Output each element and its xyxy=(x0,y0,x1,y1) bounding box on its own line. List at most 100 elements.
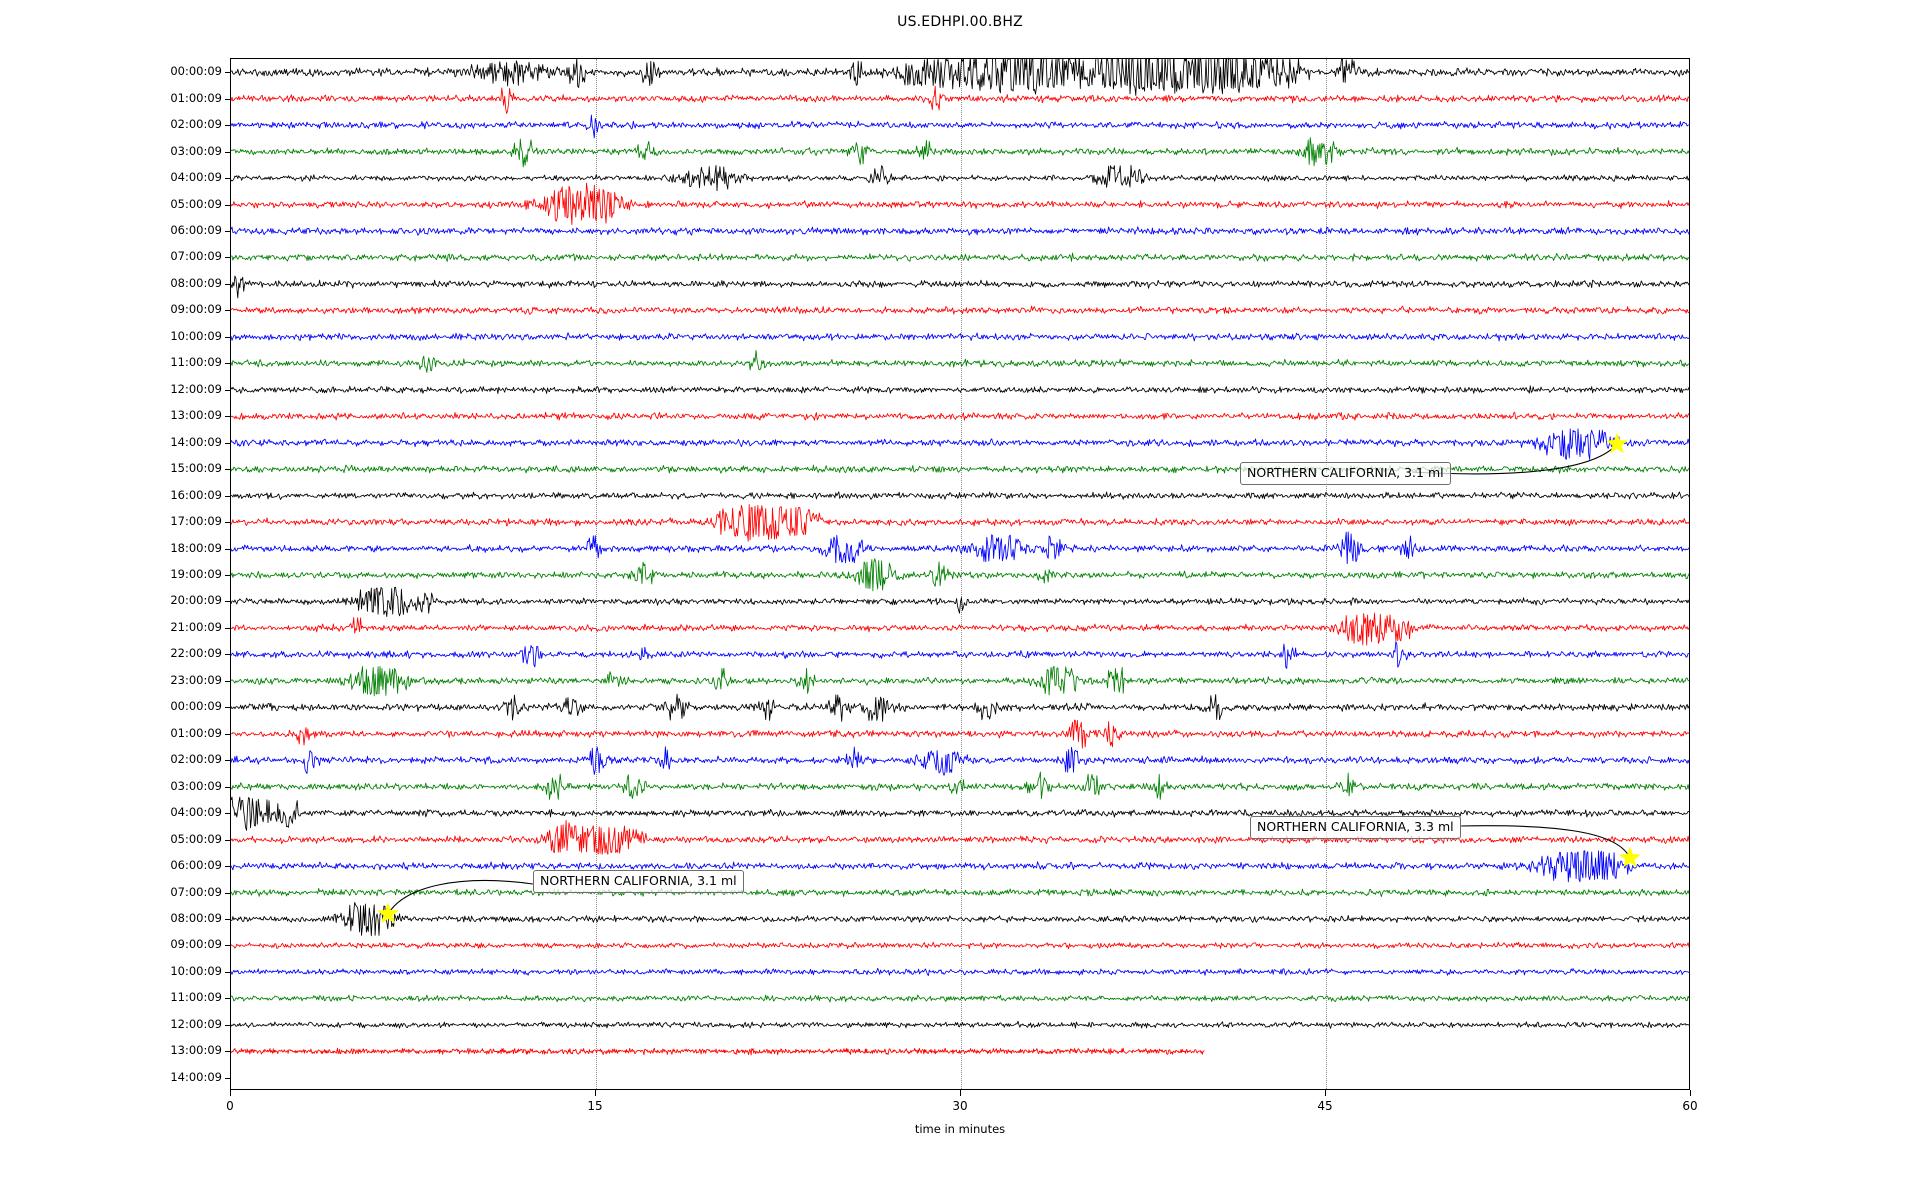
y-axis-tick xyxy=(225,813,231,815)
y-axis-tick xyxy=(225,204,231,206)
y-axis-tick-label: 17:00:09 xyxy=(170,514,222,529)
x-axis-tick-label: 30 xyxy=(952,1099,968,1113)
y-axis-tick xyxy=(225,760,231,762)
y-axis-tick xyxy=(225,866,231,868)
y-axis-tick-label: 11:00:09 xyxy=(170,355,222,370)
y-axis-tick xyxy=(225,389,231,391)
y-axis-tick-label: 07:00:09 xyxy=(170,884,222,899)
y-axis-tick xyxy=(225,416,231,418)
event-star-icon xyxy=(1606,432,1628,454)
event-star-icon xyxy=(377,902,399,924)
y-axis-tick xyxy=(225,786,231,788)
y-axis-tick xyxy=(225,839,231,841)
event-annotation-label[interactable]: NORTHERN CALIFORNIA, 3.1 ml xyxy=(1240,462,1451,485)
y-axis-tick xyxy=(225,363,231,365)
y-axis-tick xyxy=(225,522,231,524)
y-axis-tick-label: 06:00:09 xyxy=(170,858,222,873)
event-annotation-label[interactable]: NORTHERN CALIFORNIA, 3.3 ml xyxy=(1250,816,1461,839)
y-axis-tick xyxy=(225,919,231,920)
y-axis-tick-label: 05:00:09 xyxy=(170,196,222,211)
y-axis-tick xyxy=(225,283,231,285)
y-axis-tick xyxy=(225,72,231,74)
y-axis-tick-label: 09:00:09 xyxy=(170,937,222,952)
y-axis-tick xyxy=(225,1077,231,1079)
y-axis-tick-label: 05:00:09 xyxy=(170,831,222,846)
y-axis-tick-label: 02:00:09 xyxy=(170,752,222,767)
y-axis-tick-label: 20:00:09 xyxy=(170,593,222,608)
y-axis-tick-label: 23:00:09 xyxy=(170,672,222,687)
x-axis-tick xyxy=(230,1090,231,1096)
y-axis-tick-label: 08:00:09 xyxy=(170,275,222,290)
y-axis-tick-label: 21:00:09 xyxy=(170,619,222,634)
event-annotation-label[interactable]: NORTHERN CALIFORNIA, 3.1 ml xyxy=(533,870,744,893)
y-axis-tick xyxy=(225,442,231,444)
y-axis-tick-label: 12:00:09 xyxy=(170,1016,222,1031)
y-axis-tick xyxy=(225,654,231,656)
y-axis-tick xyxy=(225,1051,231,1053)
x-axis-tick-label: 15 xyxy=(587,1099,603,1113)
y-axis-tick xyxy=(225,1024,231,1026)
x-axis-title: time in minutes xyxy=(914,1122,1006,1136)
y-axis-tick xyxy=(225,98,231,100)
y-axis-tick xyxy=(225,310,231,312)
y-axis-tick-label: 10:00:09 xyxy=(170,963,222,978)
y-axis-tick-label: 12:00:09 xyxy=(170,381,222,396)
y-axis-tick xyxy=(225,892,231,894)
event-star-icon xyxy=(1619,846,1641,868)
y-axis-tick-label: 10:00:09 xyxy=(170,328,222,343)
y-axis-tick xyxy=(225,231,231,232)
x-axis-tick-label: 45 xyxy=(1317,1099,1333,1113)
y-axis-tick-label: 08:00:09 xyxy=(170,911,222,925)
y-axis-tick-label: 04:00:09 xyxy=(170,170,222,185)
gridline-15min xyxy=(596,59,597,1089)
y-axis-tick-label: 18:00:09 xyxy=(170,540,222,555)
y-axis-tick xyxy=(225,680,231,682)
y-axis-tick-label: 22:00:09 xyxy=(170,646,222,661)
y-axis-tick xyxy=(225,495,231,497)
y-axis-tick xyxy=(225,469,231,471)
y-axis-tick-label: 04:00:09 xyxy=(170,805,222,820)
y-axis-tick-label: 19:00:09 xyxy=(170,567,222,581)
y-axis-tick-label: 02:00:09 xyxy=(170,117,222,132)
y-axis-tick-label: 00:00:09 xyxy=(170,64,222,79)
y-axis-tick-label: 14:00:09 xyxy=(170,1069,222,1084)
y-axis-tick-label: 03:00:09 xyxy=(170,143,222,158)
y-axis-tick xyxy=(225,733,231,735)
x-axis-tick-label: 0 xyxy=(226,1099,234,1113)
x-axis-tick xyxy=(1325,1090,1326,1096)
y-axis-tick-label: 06:00:09 xyxy=(170,223,222,237)
y-axis-tick xyxy=(225,178,231,180)
y-axis-tick-label: 03:00:09 xyxy=(170,778,222,793)
y-axis-tick-label: 01:00:09 xyxy=(170,725,222,740)
x-axis-tick xyxy=(1690,1090,1691,1096)
x-axis-tick xyxy=(960,1090,961,1096)
y-axis-tick-label: 01:00:09 xyxy=(170,90,222,105)
y-axis-tick xyxy=(225,945,231,947)
y-axis-tick xyxy=(225,998,231,1000)
y-axis-tick-label: 13:00:09 xyxy=(170,408,222,423)
plot-canvas xyxy=(231,59,1689,1089)
y-axis-tick-label: 09:00:09 xyxy=(170,302,222,317)
y-axis-tick xyxy=(225,548,231,550)
y-axis-tick-label: 11:00:09 xyxy=(170,990,222,1005)
y-axis-tick xyxy=(225,601,231,603)
y-axis-tick-label: 00:00:09 xyxy=(170,699,222,714)
y-axis-tick xyxy=(225,125,231,127)
y-axis-tick-label: 14:00:09 xyxy=(170,434,222,449)
plot-axes[interactable] xyxy=(225,58,1690,1090)
page-title: US.EDHPI.00.BHZ xyxy=(897,14,1023,30)
y-axis-tick xyxy=(225,575,231,576)
y-axis-tick xyxy=(225,971,231,973)
y-axis-tick xyxy=(225,627,231,629)
y-axis-tick xyxy=(225,707,231,709)
y-axis-tick-label: 16:00:09 xyxy=(170,487,222,502)
y-axis-tick xyxy=(225,336,231,338)
x-axis-tick xyxy=(595,1090,596,1096)
y-axis-tick xyxy=(225,151,231,153)
y-axis-tick-label: 07:00:09 xyxy=(170,249,222,264)
y-axis-tick-label: 15:00:09 xyxy=(170,461,222,476)
y-axis-tick xyxy=(225,257,231,259)
x-axis-tick-label: 60 xyxy=(1682,1099,1698,1113)
y-axis-tick-label: 13:00:09 xyxy=(170,1043,222,1058)
